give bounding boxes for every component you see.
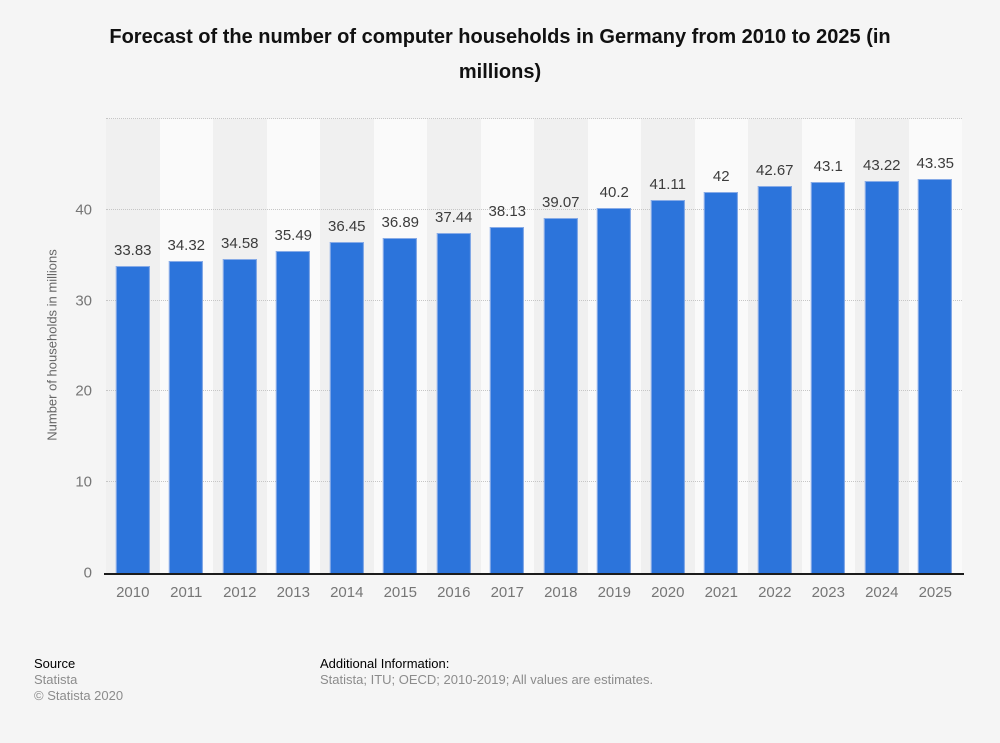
bar-column: 33.83: [106, 119, 160, 573]
bar-column: 37.44: [427, 119, 481, 573]
bar-value-label: 41.11: [649, 175, 686, 193]
bar-column: 43.1: [802, 119, 856, 573]
bar-column: 41.11: [641, 119, 695, 573]
bar-column: 35.49: [267, 119, 321, 573]
gridline: [106, 481, 962, 483]
x-tick-label: 2023: [811, 584, 845, 601]
additional-info-text: Statista; ITU; OECD; 2010-2019; All valu…: [320, 672, 654, 687]
additional-info-heading: Additional Information:: [320, 656, 450, 671]
bar: [436, 233, 471, 573]
bar: [811, 181, 846, 573]
bar: [329, 242, 364, 573]
bar-value-label: 34.32: [167, 237, 206, 255]
bar: [276, 250, 311, 573]
x-tick-label: 2020: [651, 584, 685, 601]
bar: [543, 218, 578, 573]
bar-columns: 33.83 34.32 34.58 35.49 36.45 36.89 37.44 38.13…: [106, 119, 962, 573]
additional-info-block: Additional Information: Statista; ITU; O…: [320, 656, 653, 688]
bar-column: 36.45: [320, 119, 374, 573]
bar-value-label: 43.22: [862, 156, 901, 174]
bar: [864, 180, 899, 573]
bar-column: 39.07: [534, 119, 588, 573]
x-axis-line: [104, 573, 964, 575]
x-tick-label: 2014: [330, 584, 364, 601]
y-tick-label: 40: [75, 201, 92, 219]
gridline: [106, 390, 962, 392]
bar-column: 43.22: [855, 119, 909, 573]
bar-column: 42: [695, 119, 749, 573]
bar: [597, 207, 632, 573]
x-tick-label: 2012: [223, 584, 257, 601]
x-axis-labels: 2010 2011 2012 2013 2014 2015 2016 2017 2018 2019…: [106, 584, 962, 601]
bar: [490, 226, 525, 573]
bar-column: 40.2: [588, 119, 642, 573]
chart-title: Forecast of the number of computer house…: [109, 26, 891, 83]
bar: [650, 199, 685, 573]
bar-column: 34.58: [213, 119, 267, 573]
bar: [222, 259, 257, 573]
x-tick-label: 2025: [918, 584, 952, 601]
x-tick-label: 2022: [758, 584, 792, 601]
bar-column: 34.32: [160, 119, 214, 573]
gridline: [106, 118, 962, 119]
bar-value-label: 34.58: [220, 235, 259, 253]
source-block: Source Statista © Statista 2020: [34, 656, 123, 704]
y-tick-label: 10: [75, 473, 92, 491]
x-tick-label: 2015: [383, 584, 417, 601]
bar-value-label: 39.07: [541, 194, 580, 212]
bar: [918, 179, 953, 573]
y-tick-label: 20: [75, 382, 92, 400]
bar: [704, 191, 739, 573]
copyright-notice: © Statista 2020: [34, 688, 124, 703]
bar: [169, 261, 204, 573]
x-tick-label: 2021: [704, 584, 738, 601]
x-tick-label: 2024: [865, 584, 899, 601]
gridline: [106, 208, 962, 210]
bar-value-label: 35.49: [274, 226, 313, 244]
bar: [115, 265, 150, 573]
source-heading: Source: [34, 656, 76, 671]
bar-column: 42.67: [748, 119, 802, 573]
source-name: Statista: [34, 672, 78, 687]
y-tick-label: 30: [75, 292, 92, 310]
x-tick-label: 2017: [490, 584, 524, 601]
bar-value-label: 38.13: [488, 202, 527, 220]
y-tick-label: 0: [83, 564, 92, 582]
bar-column: 36.89: [374, 119, 428, 573]
gridline: [106, 299, 962, 301]
bar: [757, 185, 792, 573]
bar-column: 43.35: [909, 119, 963, 573]
x-tick-label: 2013: [276, 584, 310, 601]
x-tick-label: 2019: [597, 584, 631, 601]
bar: [383, 238, 418, 573]
bar-value-label: 40.2: [599, 183, 629, 201]
bar-value-label: 36.45: [327, 218, 366, 236]
bar-value-label: 36.89: [381, 214, 420, 232]
bar-value-label: 42.67: [755, 161, 794, 179]
x-tick-label: 2011: [170, 584, 203, 601]
bar-column: 38.13: [481, 119, 535, 573]
y-axis-title: Number of households in millions: [44, 249, 60, 441]
bar-value-label: 42: [712, 167, 730, 185]
plot-area: 33.83 34.32 34.58 35.49 36.45 36.89 37.44 38.13…: [75, 118, 964, 601]
x-tick-label: 2018: [544, 584, 578, 601]
bar-value-label: 37.44: [434, 209, 473, 227]
x-tick-label: 2010: [116, 584, 150, 601]
x-tick-label: 2016: [437, 584, 471, 601]
bar-value-label: 43.35: [916, 155, 955, 173]
bar-value-label: 33.83: [113, 241, 152, 259]
bar-value-label: 43.1: [813, 157, 843, 175]
